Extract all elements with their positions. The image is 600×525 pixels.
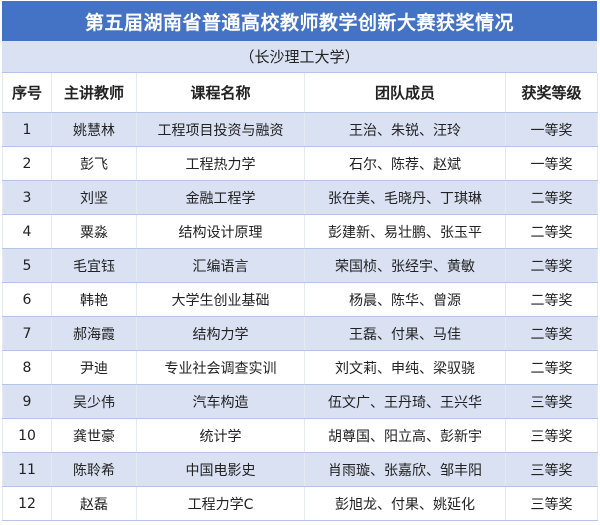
header-award: 获奖等级 <box>505 73 598 113</box>
cell-course: 工程项目投资与融资 <box>136 112 305 147</box>
cell-teacher: 韩艳 <box>51 282 137 317</box>
cell-course: 大学生创业基础 <box>136 282 305 317</box>
header-course: 课程名称 <box>136 73 305 113</box>
cell-course: 统计学 <box>136 418 305 453</box>
cell-index: 6 <box>2 282 52 317</box>
cell-index: 8 <box>2 350 52 385</box>
cell-award: 二等奖 <box>505 248 598 283</box>
cell-index: 5 <box>2 248 52 283</box>
table-row: 12 赵磊 工程力学C 彭旭龙、付果、姚延化 三等奖 <box>2 486 598 521</box>
cell-team: 彭建新、易壮鹏、张玉平 <box>304 214 506 249</box>
cell-team: 荣国桢、张经宇、黄敏 <box>304 248 506 283</box>
table-row: 8 尹迪 专业社会调查实训 刘文莉、申纯、梁驭骁 二等奖 <box>2 350 598 385</box>
cell-course: 结构设计原理 <box>136 214 305 249</box>
cell-award: 二等奖 <box>505 350 598 385</box>
cell-teacher: 赵磊 <box>51 486 137 521</box>
cell-teacher: 姚慧林 <box>51 112 137 147</box>
header-team: 团队成员 <box>304 73 506 113</box>
cell-course: 金融工程学 <box>136 180 305 215</box>
cell-award: 二等奖 <box>505 316 598 351</box>
cell-teacher: 毛宜钰 <box>51 248 137 283</box>
cell-teacher: 刘坚 <box>51 180 137 215</box>
cell-index: 2 <box>2 146 52 181</box>
cell-team: 杨晨、陈华、曾源 <box>304 282 506 317</box>
table-row: 7 郝海霞 结构力学 王磊、付果、马佳 二等奖 <box>2 316 598 351</box>
cell-teacher: 吴少伟 <box>51 384 137 419</box>
table-row: 11 陈聆希 中国电影史 肖雨璇、张嘉欣、邹丰阳 三等奖 <box>2 452 598 487</box>
cell-team: 肖雨璇、张嘉欣、邹丰阳 <box>304 452 506 487</box>
cell-course: 工程力学C <box>136 486 305 521</box>
cell-team: 伍文广、王丹琦、王兴华 <box>304 384 506 419</box>
cell-index: 11 <box>2 452 52 487</box>
table-row: 1 姚慧林 工程项目投资与融资 王治、朱锐、汪玲 一等奖 <box>2 112 598 147</box>
award-table: 序号 主讲教师 课程名称 团队成员 获奖等级 1 姚慧林 工程项目投资与融资 王治、朱… <box>2 73 598 521</box>
cell-award: 三等奖 <box>505 384 598 419</box>
cell-index: 1 <box>2 112 52 147</box>
cell-award: 三等奖 <box>505 418 598 453</box>
cell-course: 中国电影史 <box>136 452 305 487</box>
cell-award: 三等奖 <box>505 486 598 521</box>
table-row: 9 吴少伟 汽车构造 伍文广、王丹琦、王兴华 三等奖 <box>2 384 598 419</box>
cell-award: 二等奖 <box>505 214 598 249</box>
cell-award: 二等奖 <box>505 282 598 317</box>
cell-teacher: 郝海霞 <box>51 316 137 351</box>
header-row: 序号 主讲教师 课程名称 团队成员 获奖等级 <box>2 73 598 113</box>
cell-award: 三等奖 <box>505 452 598 487</box>
cell-team: 张在美、毛晓丹、丁琪琳 <box>304 180 506 215</box>
table-row: 6 韩艳 大学生创业基础 杨晨、陈华、曾源 二等奖 <box>2 282 598 317</box>
cell-course: 工程热力学 <box>136 146 305 181</box>
cell-index: 7 <box>2 316 52 351</box>
table-row: 10 龚世豪 统计学 胡尊国、阳立高、彭新宇 三等奖 <box>2 418 598 453</box>
cell-team: 王治、朱锐、汪玲 <box>304 112 506 147</box>
cell-index: 10 <box>2 418 52 453</box>
cell-teacher: 陈聆希 <box>51 452 137 487</box>
cell-course: 汇编语言 <box>136 248 305 283</box>
cell-index: 12 <box>2 486 52 521</box>
cell-award: 二等奖 <box>505 180 598 215</box>
table-row: 3 刘坚 金融工程学 张在美、毛晓丹、丁琪琳 二等奖 <box>2 180 598 215</box>
cell-teacher: 尹迪 <box>51 350 137 385</box>
cell-award: 一等奖 <box>505 146 598 181</box>
cell-teacher: 彭飞 <box>51 146 137 181</box>
cell-team: 彭旭龙、付果、姚延化 <box>304 486 506 521</box>
cell-teacher: 龚世豪 <box>51 418 137 453</box>
table-row: 4 粟淼 结构设计原理 彭建新、易壮鹏、张玉平 二等奖 <box>2 214 598 249</box>
header-teacher: 主讲教师 <box>51 73 137 113</box>
cell-team: 石尔、陈荐、赵斌 <box>304 146 506 181</box>
table-row: 2 彭飞 工程热力学 石尔、陈荐、赵斌 一等奖 <box>2 146 598 181</box>
cell-index: 9 <box>2 384 52 419</box>
cell-team: 刘文莉、申纯、梁驭骁 <box>304 350 506 385</box>
cell-award: 一等奖 <box>505 112 598 147</box>
header-index: 序号 <box>2 73 52 113</box>
table-title: 第五届湖南省普通高校教师教学创新大赛获奖情况 <box>2 1 597 41</box>
cell-index: 4 <box>2 214 52 249</box>
cell-team: 胡尊国、阳立高、彭新宇 <box>304 418 506 453</box>
cell-teacher: 粟淼 <box>51 214 137 249</box>
cell-team: 王磊、付果、马佳 <box>304 316 506 351</box>
cell-index: 3 <box>2 180 52 215</box>
cell-course: 结构力学 <box>136 316 305 351</box>
cell-course: 专业社会调查实训 <box>136 350 305 385</box>
table-subtitle: （长沙理工大学） <box>2 41 597 73</box>
table-row: 5 毛宜钰 汇编语言 荣国桢、张经宇、黄敏 二等奖 <box>2 248 598 283</box>
cell-course: 汽车构造 <box>136 384 305 419</box>
